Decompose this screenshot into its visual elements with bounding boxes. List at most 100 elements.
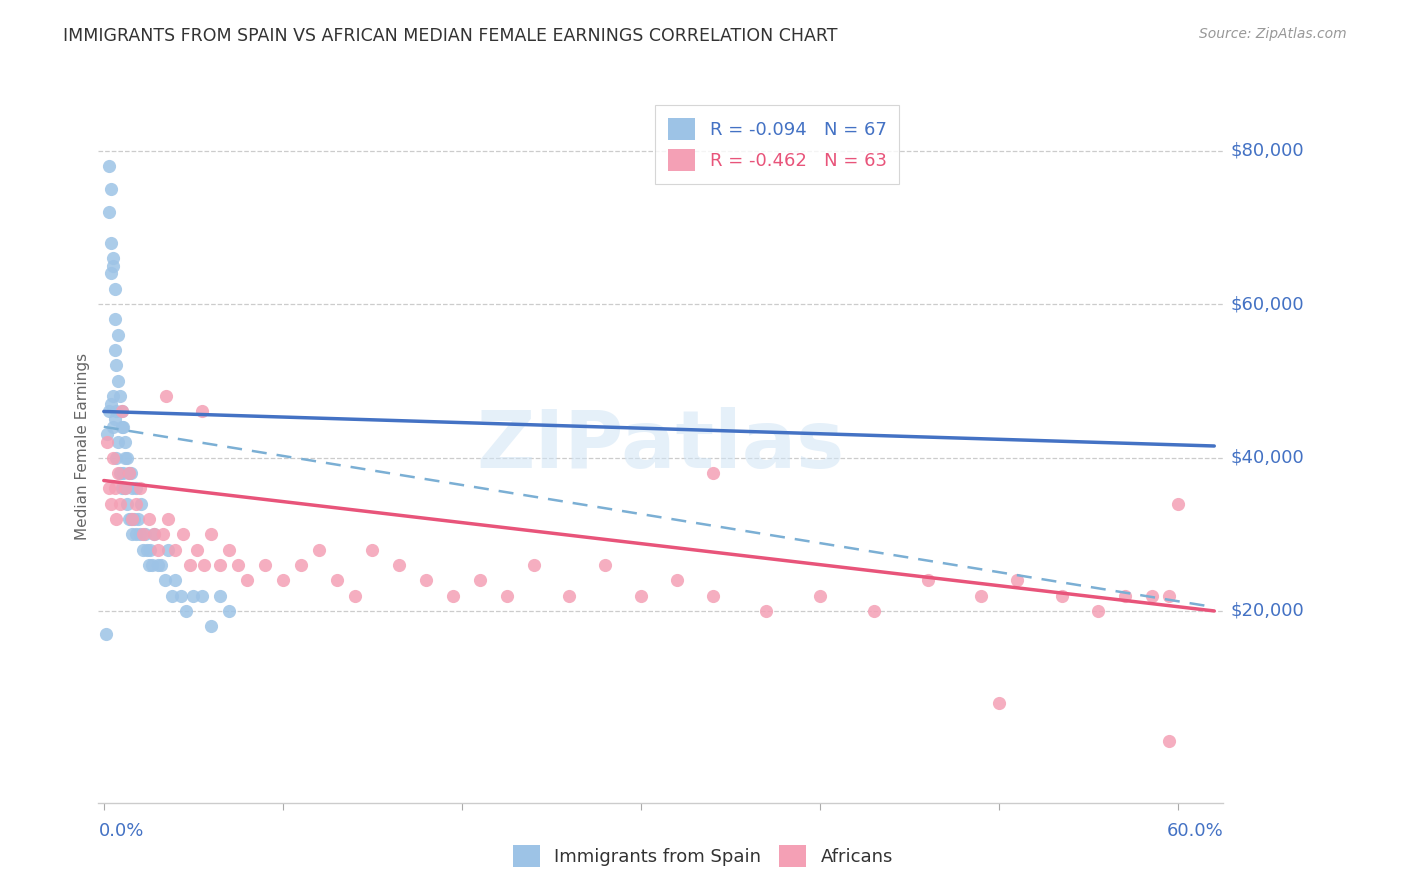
Point [107,374,129,388]
Point [100,235,122,250]
Text: $40,000: $40,000 [1230,449,1305,467]
Point [226,558,249,572]
Point [111,404,134,418]
Point [100,182,122,196]
Point [112,466,135,480]
Point [186,542,208,557]
Point [103,343,125,357]
Point [121,481,143,495]
Text: $60,000: $60,000 [1230,295,1303,313]
Point [808,589,831,603]
Text: IMMIGRANTS FROM SPAIN VS AFRICAN MEDIAN FEMALE EARNINGS CORRELATION CHART: IMMIGRANTS FROM SPAIN VS AFRICAN MEDIAN … [63,27,838,45]
Point [160,589,183,603]
Point [94,627,117,641]
Point [103,412,125,426]
Point [112,419,135,434]
Point [290,558,312,572]
Point [134,527,156,541]
Point [172,527,194,541]
Point [100,266,122,280]
Point [107,327,129,342]
Point [558,589,581,603]
Point [96,435,118,450]
Point [343,589,366,603]
Point [98,481,121,495]
Point [114,435,136,450]
Point [157,512,180,526]
Point [361,542,384,557]
Point [135,542,157,557]
Point [970,589,993,603]
Point [120,512,142,526]
Y-axis label: Median Female Earnings: Median Female Earnings [75,352,90,540]
Point [125,481,148,495]
Text: 0.0%: 0.0% [98,822,143,840]
Point [105,450,128,465]
Legend: R = -0.094   N = 67, R = -0.462   N = 63: R = -0.094 N = 67, R = -0.462 N = 63 [655,105,900,184]
Point [100,397,122,411]
Point [96,427,118,442]
Point [495,589,517,603]
Point [118,466,141,480]
Point [218,604,240,618]
Point [107,435,129,450]
Point [103,312,125,326]
Point [441,589,464,603]
Point [1007,574,1029,588]
Point [127,512,149,526]
Point [115,450,138,465]
Point [98,159,121,173]
Point [105,359,128,373]
Point [165,574,187,588]
Point [125,497,148,511]
Point [114,450,136,465]
Point [132,527,155,541]
Point [1159,589,1181,603]
Point [101,419,124,434]
Point [174,604,197,618]
Point [191,404,214,418]
Point [388,558,411,572]
Point [988,696,1011,710]
Point [170,589,193,603]
Point [98,404,121,418]
Point [101,389,124,403]
Point [1167,497,1189,511]
Point [132,542,155,557]
Point [108,497,131,511]
Point [146,558,169,572]
Text: ZIPatlas: ZIPatlas [477,407,845,485]
Point [101,450,124,465]
Point [165,542,187,557]
Point [122,512,145,526]
Point [271,574,294,588]
Point [103,282,125,296]
Point [128,527,150,541]
Point [1087,604,1109,618]
Point [1114,589,1136,603]
Point [193,558,215,572]
Point [157,542,180,557]
Point [139,542,162,557]
Point [121,527,143,541]
Point [179,558,201,572]
Point [98,205,121,219]
Point [595,558,617,572]
Point [308,542,330,557]
Text: 60.0%: 60.0% [1167,822,1223,840]
Text: $80,000: $80,000 [1230,142,1303,160]
Point [218,542,240,557]
Point [131,497,153,511]
Point [209,558,232,572]
Point [142,527,165,541]
Point [118,466,141,480]
Point [155,389,177,403]
Point [105,404,128,418]
Text: Source: ZipAtlas.com: Source: ZipAtlas.com [1199,27,1347,41]
Point [1159,734,1181,748]
Legend: Immigrants from Spain, Africans: Immigrants from Spain, Africans [506,838,900,874]
Point [1050,589,1073,603]
Point [468,574,491,588]
Point [702,466,724,480]
Point [415,574,437,588]
